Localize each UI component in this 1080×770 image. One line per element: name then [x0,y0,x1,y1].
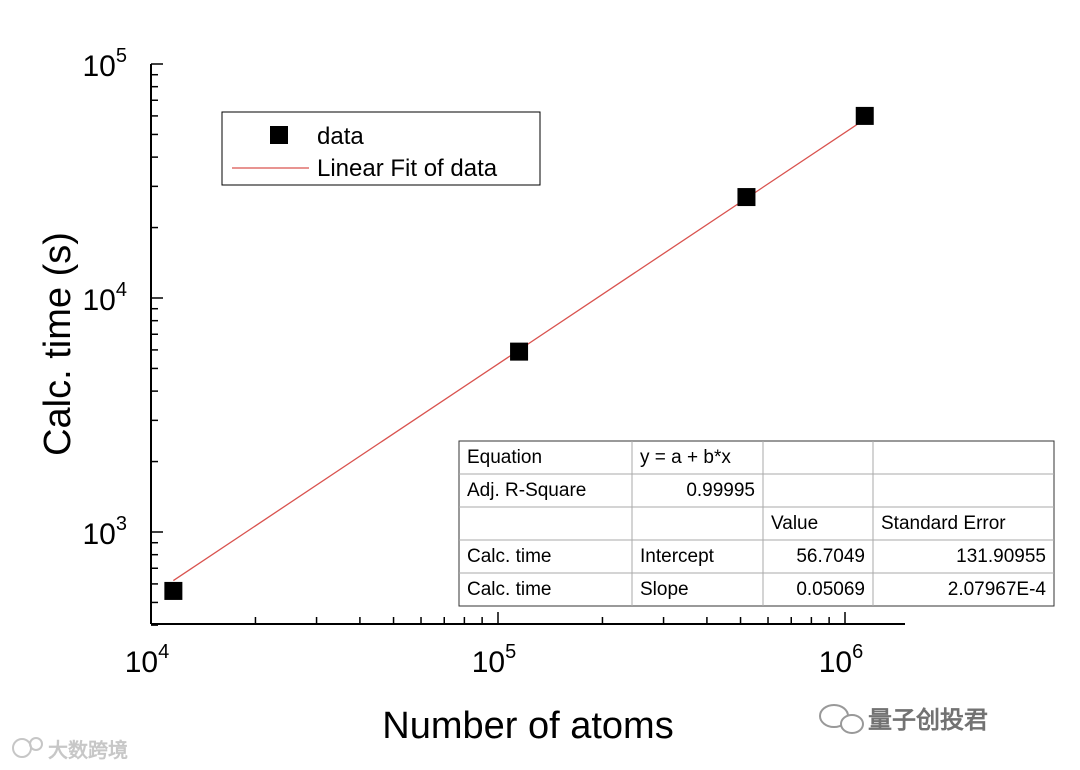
table-cell: Adj. R-Square [467,480,586,501]
x-tick-label: 106 [819,641,864,679]
watermark-right-text: 量子创投君 [868,706,988,734]
table-cell: Equation [467,447,542,468]
table-cell: Slope [640,579,689,600]
tick-labels: 104 105 106 103 104 105 [83,45,864,679]
table-cell: Calc. time [467,579,551,600]
watermark-left-icon-dot [29,737,43,751]
x-axis-title: Number of atoms [382,705,673,747]
marker-layer [164,106,874,600]
data-point-marker [164,581,183,600]
y-tick-label: 103 [83,513,128,551]
x-tick-label: 105 [472,641,517,679]
data-point-marker [855,106,874,125]
x-tick-label: 104 [125,641,170,679]
table-cell: Value [771,513,818,534]
legend: data Linear Fit of data [221,111,541,186]
table-cell: 56.7049 [796,546,865,567]
table-cell: 131.90955 [956,546,1046,567]
y-tick-label: 105 [83,45,128,83]
data-point-marker [737,188,756,207]
ticks [150,63,846,626]
legend-label-fit: Linear Fit of data [317,155,498,182]
legend-label-data: data [317,123,364,150]
y-axis-title: Calc. time (s) [37,232,79,456]
table-frame [458,440,1055,607]
table-cell: 2.07967E-4 [948,579,1047,600]
table-cell: y = a + b*x [640,447,731,468]
table-cell: 0.99995 [686,480,755,501]
watermark-right: 量子创投君 [819,704,988,734]
fit-results-table: Equation y = a + b*x Adj. R-Square 0.99995 V… [458,440,1055,607]
table-cell: Intercept [640,546,715,567]
y-tick-label: 104 [83,279,128,317]
table-cell: Calc. time [467,546,551,567]
data-point-marker [510,342,529,361]
watermark-left: 大数跨境 [12,737,128,762]
table-cell: 0.05069 [796,579,865,600]
table-cell: Standard Error [881,513,1006,534]
legend-box [221,111,541,186]
legend-marker-data [270,126,288,144]
wechat-icon-small [840,714,864,734]
watermark-left-text: 大数跨境 [48,738,128,762]
watermark-left-icon [12,738,32,758]
